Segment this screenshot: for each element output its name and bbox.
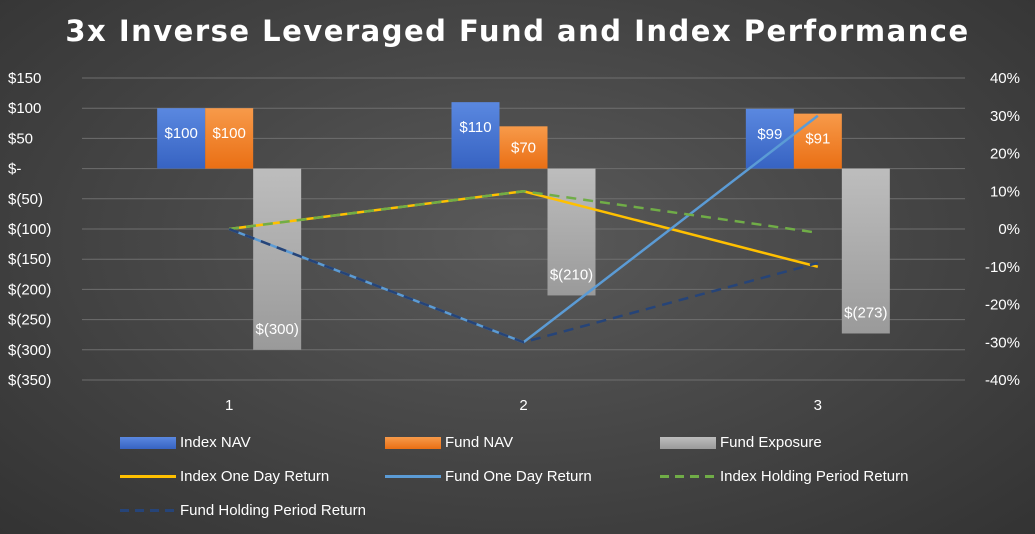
bar-fund-nav (205, 108, 254, 169)
line-fund-holding-period-return (228, 227, 819, 344)
right-tick-label: -30% (985, 334, 1020, 351)
left-tick-label: $150 (8, 70, 41, 87)
left-tick-label: $50 (8, 130, 33, 147)
left-tick-label: $(200) (8, 281, 51, 298)
data-label: $100 (164, 125, 197, 142)
bars (157, 102, 890, 350)
right-tick-label: 40% (990, 70, 1020, 87)
left-tick-label: $- (8, 161, 21, 178)
lines (228, 114, 819, 344)
right-tick-label: 30% (990, 108, 1020, 125)
data-label: $70 (511, 139, 536, 156)
right-tick-label: -10% (985, 259, 1020, 276)
left-axis: $150 $100 $50 $- $(50) $(100) $(150) $(200) $(25… (8, 70, 51, 389)
x-axis: 1 2 3 (225, 397, 822, 414)
chart-title: 3x Inverse Leveraged Fund and Index Perf… (65, 14, 970, 48)
bar-fund-exposure (841, 168, 890, 334)
left-tick-label: $(350) (8, 372, 51, 389)
left-tick-label: $(50) (8, 191, 43, 208)
data-label: $91 (805, 131, 830, 148)
x-tick-label: 2 (519, 397, 527, 414)
right-tick-label: -40% (985, 372, 1020, 389)
left-tick-label: $(300) (8, 342, 51, 359)
right-tick-label: 10% (990, 183, 1020, 200)
right-axis: 40% 30% 20% 10% 0% -10% -20% -30% -40% (985, 70, 1020, 389)
data-label: $99 (757, 126, 782, 143)
right-tick-label: -20% (985, 297, 1020, 314)
data-label: $100 (212, 125, 245, 142)
bar-fund-nav (793, 113, 842, 169)
left-tick-label: $(100) (8, 221, 51, 238)
data-label: $(273) (844, 304, 887, 321)
left-tick-label: $100 (8, 100, 41, 117)
data-label: $(300) (255, 321, 298, 338)
left-tick-label: $(250) (8, 312, 51, 329)
bar-fund-exposure (547, 168, 596, 296)
bar-fund-exposure (253, 168, 302, 350)
data-label: $(210) (550, 266, 593, 283)
right-tick-label: 0% (998, 221, 1020, 238)
x-tick-label: 1 (225, 397, 233, 414)
right-tick-label: 20% (990, 146, 1020, 163)
bar-fund-nav (499, 126, 548, 169)
bar-index-nav (157, 108, 206, 169)
line-index-holding-period-return (229, 190, 819, 235)
bar-index-nav (745, 108, 794, 169)
data-label: $110 (459, 119, 491, 136)
bar-index-nav (451, 102, 500, 169)
x-tick-label: 3 (814, 397, 822, 414)
data-labels: $100 $110 $99 $100 $70 $91 $(300) $(210) $(273) (164, 119, 887, 338)
left-tick-label: $(150) (8, 251, 51, 268)
